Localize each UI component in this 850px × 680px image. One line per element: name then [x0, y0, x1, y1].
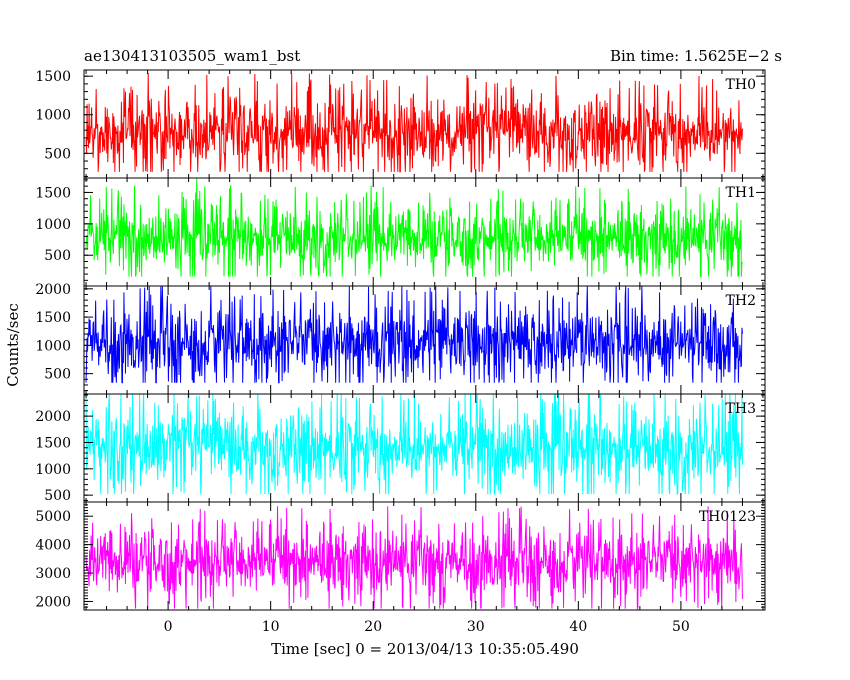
x-tick-label: 30 — [467, 619, 485, 635]
y-tick-label: 4000 — [35, 538, 71, 554]
y-tick-label: 1500 — [35, 310, 71, 326]
y-tick-label: 1500 — [35, 185, 71, 201]
series-line-th3 — [85, 394, 743, 496]
y-tick-label: 1500 — [35, 435, 71, 451]
panel-label-th3: TH3 — [726, 401, 756, 417]
x-axis: 0 10 20 30 40 50 — [164, 619, 690, 635]
panel-th0: 500 1000 1500 TH0 — [35, 69, 766, 179]
y-tick-label: 3000 — [35, 566, 71, 582]
panel-label-th1: TH1 — [726, 185, 756, 201]
y-tick-label: 500 — [44, 248, 71, 264]
y-tick-label: 1500 — [35, 69, 71, 85]
panels-group: 500 1000 1500 TH0 500 1000 1500 TH1 500 1000 1500 2… — [35, 69, 766, 611]
x-tick-label: 10 — [262, 619, 280, 635]
y-tick-label: 1000 — [35, 108, 71, 124]
chart-title-left: ae130413103505_wam1_bst — [84, 47, 300, 65]
y-tick-label: 2000 — [35, 282, 71, 298]
series-line-th2 — [85, 286, 743, 384]
panel-label-th0123: TH0123 — [699, 509, 756, 525]
panel-th0123: 2000 3000 4000 5000 TH0123 — [35, 501, 766, 611]
y-tick-label: 2000 — [35, 409, 71, 425]
y-tick-label: 1000 — [35, 462, 71, 478]
y-tick-label: 500 — [44, 488, 71, 504]
y-tick-label: 500 — [44, 367, 71, 383]
series-line-th1 — [85, 178, 743, 278]
x-tick-label: 40 — [569, 619, 587, 635]
panel-th1: 500 1000 1500 TH1 — [35, 177, 766, 287]
panel-th2: 500 1000 1500 2000 TH2 — [35, 282, 766, 395]
panel-label-th2: TH2 — [726, 293, 756, 309]
series-line-th0 — [85, 73, 743, 173]
panel-th3: 500 1000 1500 2000 TH3 — [35, 393, 766, 504]
y-tick-label: 1000 — [35, 338, 71, 354]
panel-label-th0: TH0 — [726, 77, 756, 93]
x-tick-label: 0 — [164, 619, 173, 635]
x-tick-label: 50 — [672, 619, 690, 635]
x-tick-label: 20 — [364, 619, 382, 635]
y-axis-title: Counts/sec — [4, 303, 22, 387]
y-tick-label: 2000 — [35, 594, 71, 610]
y-tick-label: 500 — [44, 146, 71, 162]
series-line-th0123 — [85, 506, 743, 610]
y-tick-label: 1000 — [35, 217, 71, 233]
y-tick-label: 5000 — [35, 509, 71, 525]
chart-title-right: Bin time: 1.5625E−2 s — [610, 47, 782, 65]
x-axis-title: Time [sec] 0 = 2013/04/13 10:35:05.490 — [271, 640, 579, 658]
